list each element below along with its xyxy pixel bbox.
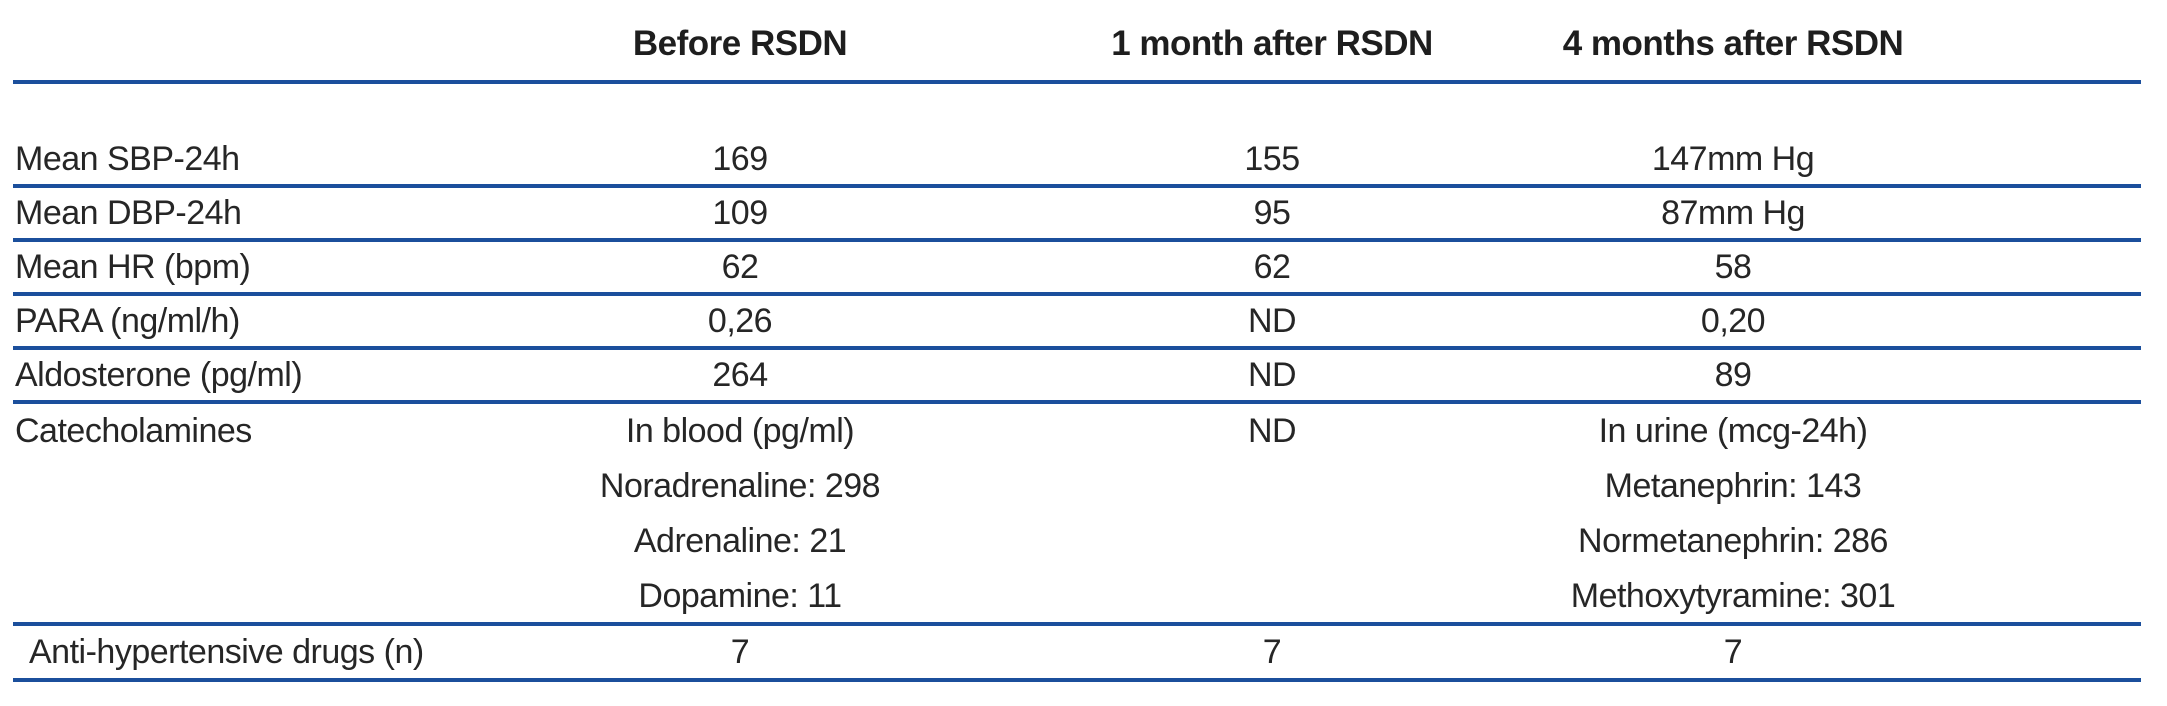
table-row-mean-sbp: Mean SBP-24h 169 155 147mm Hg <box>13 134 2141 188</box>
catecholamines-normetanephrin: Normetanephrin: 286 <box>1578 522 1888 560</box>
value-month4-stack: In urine (mcg-24h) Metanephrin: 143 Norm… <box>1531 404 1935 624</box>
catecholamines-urine-header: In urine (mcg-24h) <box>1598 412 1868 450</box>
row-label: Catecholamines <box>15 412 252 450</box>
catecholamines-metanephrin: Metanephrin: 143 <box>1604 467 1862 505</box>
catecholamines-methoxytyramine: Methoxytyramine: 301 <box>1570 577 1896 615</box>
table-row-antihypertensive-drugs: Anti-hypertensive drugs (n) 7 7 7 <box>13 626 2141 682</box>
value-month4: 89 <box>1714 355 1752 394</box>
table-header-row: Before RSDN 1 month after RSDN 4 months … <box>13 0 2141 84</box>
header-trailing-cell <box>1935 64 2141 80</box>
value-month1: ND <box>1247 301 1297 340</box>
table-row-aldosterone: Aldosterone (pg/ml) 264 ND 89 <box>13 350 2141 404</box>
value-before-stack: In blood (pg/ml) Noradrenaline: 298 Adre… <box>467 404 1013 624</box>
row-label: Mean DBP-24h <box>15 193 242 232</box>
value-month4: 58 <box>1714 247 1752 286</box>
header-before-rsdn: Before RSDN <box>632 24 848 63</box>
table-row-para: PARA (ng/ml/h) 0,26 ND 0,20 <box>13 296 2141 350</box>
rsdn-results-table: Before RSDN 1 month after RSDN 4 months … <box>13 0 2141 682</box>
table-row-catecholamines: Catecholamines In blood (pg/ml) Noradren… <box>13 404 2141 626</box>
value-before: 7 <box>730 632 750 671</box>
row-label: Aldosterone (pg/ml) <box>15 355 303 394</box>
catecholamines-adrenaline: Adrenaline: 21 <box>633 522 847 560</box>
catecholamines-dopamine: Dopamine: 11 <box>638 577 842 615</box>
value-before: 0,26 <box>707 301 773 340</box>
value-month1: 95 <box>1253 193 1291 232</box>
value-month4: 0,20 <box>1700 301 1766 340</box>
header-1-month-after-rsdn: 1 month after RSDN <box>1111 24 1433 63</box>
header-4-months-after-rsdn: 4 months after RSDN <box>1562 24 1904 63</box>
value-month1: 7 <box>1262 632 1282 671</box>
value-month1: ND <box>1247 355 1297 394</box>
value-before: 264 <box>712 355 768 394</box>
header-spacer <box>13 84 2141 134</box>
value-before: 62 <box>721 247 759 286</box>
value-month1: ND <box>1247 412 1297 450</box>
table-row-mean-hr: Mean HR (bpm) 62 62 58 <box>13 242 2141 296</box>
value-before: 109 <box>712 193 768 232</box>
value-month4: 147mm Hg <box>1651 139 1815 178</box>
catecholamines-noradrenaline: Noradrenaline: 298 <box>599 467 881 505</box>
row-label: Mean HR (bpm) <box>15 247 251 286</box>
row-label: Mean SBP-24h <box>15 139 240 178</box>
value-before: 169 <box>712 139 768 178</box>
value-month4: 7 <box>1723 632 1743 671</box>
value-month4: 87mm Hg <box>1661 193 1805 232</box>
value-month1: 155 <box>1244 139 1300 178</box>
header-empty-cell <box>13 64 467 80</box>
table-row-mean-dbp: Mean DBP-24h 109 95 87mm Hg <box>13 188 2141 242</box>
row-label: PARA (ng/ml/h) <box>15 301 240 340</box>
catecholamines-blood-header: In blood (pg/ml) <box>625 412 855 450</box>
value-month1: 62 <box>1253 247 1291 286</box>
row-label: Anti-hypertensive drugs (n) <box>29 632 424 671</box>
